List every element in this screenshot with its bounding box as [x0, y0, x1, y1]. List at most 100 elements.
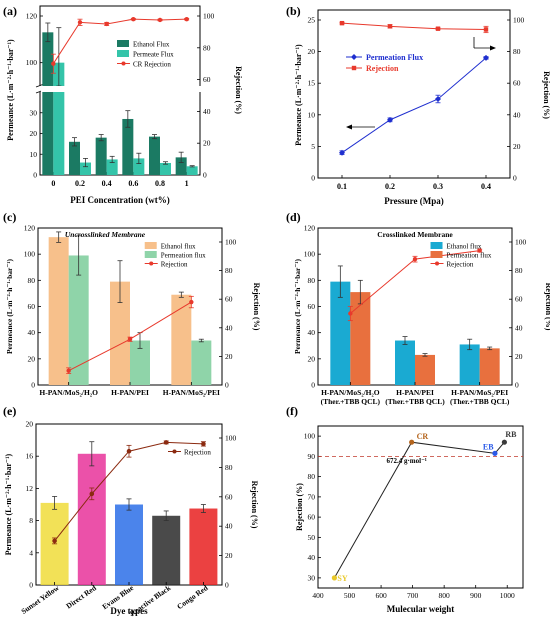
bar-permeation-flux: [191, 340, 212, 385]
legend-permeation-flux-marker: [351, 54, 357, 60]
legend-cr-rejection-label: CR Rejection: [133, 61, 171, 69]
y2-tick-label: 0: [203, 171, 207, 180]
x-axis-title: PEI Concentration (wt%): [70, 195, 170, 205]
rejection-point: [189, 299, 194, 305]
bar-ethanol-flux: [42, 32, 54, 176]
rejection-line: [52, 18, 187, 64]
x-axis-title: Mulecular weight: [387, 604, 455, 614]
point-rb: [501, 439, 507, 445]
legend-permeate-flux-label: Permeate Flux: [133, 51, 174, 59]
x-tick-label: Sunset Yellow: [19, 583, 61, 616]
x-tick-label: (Ther.+TBB QCL): [385, 397, 445, 406]
permeation-flux-line: [341, 57, 487, 154]
y-tick-label: 80: [308, 276, 316, 285]
y-tick-label: 100: [24, 250, 36, 259]
plot-frame: [317, 9, 511, 179]
x-tick-label: (Ther.+TBB QCL): [321, 397, 381, 406]
rejection-point: [104, 21, 109, 27]
x-tick-label: H-PAN/PEI: [111, 388, 149, 397]
legend-rejection-marker: [149, 261, 154, 266]
rejection-point: [163, 440, 169, 445]
y2-axis-title: Rejection (%): [252, 283, 261, 331]
y2-tick-label: 40: [203, 107, 211, 116]
panel-label: (a): [3, 4, 17, 18]
bar-ethanol-flux: [110, 281, 130, 385]
bar-ethanol-flux: [95, 137, 107, 175]
legend-rejection-label: Rejection: [447, 261, 474, 269]
bar-ethanol-flux: [330, 281, 351, 385]
point-sy: [331, 575, 337, 581]
y2-tick-label: 0: [225, 581, 229, 590]
x-tick-label: 0.4: [102, 179, 112, 188]
bar-permeation-flux: [68, 255, 89, 385]
legend-permeation-flux-label: Permeation flux: [447, 252, 492, 260]
x-tick-label: 800: [439, 591, 451, 600]
y-tick-label: 70: [308, 492, 316, 501]
y-tick-label: 30: [308, 573, 316, 582]
rejection-point: [483, 27, 489, 32]
y2-tick-label: 100: [225, 434, 237, 443]
y2-tick-label: 0: [515, 381, 519, 390]
bar-permeate-flux: [80, 162, 91, 175]
bar-permeate-flux: [160, 162, 171, 175]
y2-tick-label: 20: [225, 551, 233, 560]
bar-permeate-flux: [186, 166, 198, 175]
y2-tick-label: 60: [225, 295, 233, 304]
legend-permeation-flux-label: Permeation flux: [161, 252, 206, 260]
bar-ethanol-flux: [122, 118, 134, 175]
point-label-sy: SY: [337, 574, 347, 583]
bar-ethanol-flux: [175, 157, 187, 175]
y2-tick-label: 20: [225, 352, 233, 361]
chart-e: (e) 0 4 8 12 16 20 0 20 40 60 80 100 Sunset Yellow Dir…: [3, 404, 259, 618]
y2-tick-label: 0: [513, 174, 517, 183]
y-tick-label: 8: [29, 516, 33, 525]
y-tick-label: 120: [26, 12, 38, 21]
y-tick-label: 15: [308, 79, 316, 88]
panel-label: (e): [3, 404, 16, 418]
y2-tick-label: 20: [203, 139, 211, 148]
bar-ethanol-flux: [69, 141, 80, 175]
x-tick-label: Direct Red: [64, 583, 98, 611]
rejection-point: [127, 337, 133, 342]
rejection-point: [52, 538, 57, 544]
y2-tick-label: 40: [515, 323, 523, 332]
y2-tick-label: 100: [203, 12, 215, 21]
y2-tick-label: 20: [513, 142, 521, 151]
y-tick-label: 25: [308, 16, 316, 25]
y-tick-label: 40: [28, 328, 36, 337]
y-axis-title: Rejection (%): [295, 483, 304, 531]
y2-tick-label: 100: [225, 238, 237, 247]
rejection-point: [77, 20, 83, 25]
y-axis-title: Permeance (L·m⁻²·h⁻¹·bar⁻¹): [294, 44, 303, 146]
rejection-point: [339, 20, 345, 26]
rejection-point: [412, 256, 418, 262]
y-tick-label: 0: [311, 174, 315, 183]
y-tick-label: 0: [311, 381, 315, 390]
bar-permeate-flux: [106, 159, 118, 175]
panel-title: Uncrosslinked Membrane: [65, 230, 146, 239]
point-label-rb: RB: [505, 430, 517, 439]
legend-rejection-marker: [172, 449, 177, 454]
y-tick-label: 20: [308, 47, 316, 56]
x-tick-label: 1000: [500, 591, 515, 600]
bar-permeation-flux: [130, 340, 150, 385]
y-tick-label: 40: [308, 553, 316, 562]
y2-tick-label: 80: [515, 266, 523, 275]
y-tick-label: 10: [308, 110, 316, 119]
y-tick-label: 100: [304, 250, 316, 259]
rejection-point: [66, 368, 71, 373]
point-label-eb: EB: [483, 442, 494, 451]
bar-permeance: [115, 504, 143, 585]
bar-permeation-flux: [350, 292, 371, 385]
permeation-flux-point: [483, 54, 489, 61]
legend-ethanol-flux-label: Ethanol Flux: [133, 41, 170, 49]
y2-axis-title: Rejection (%): [544, 283, 550, 331]
rejection-point: [348, 311, 353, 316]
x-tick-label: 0.2: [385, 182, 395, 191]
y-tick-label: 120: [24, 224, 36, 233]
rejection-point: [201, 441, 206, 447]
y2-tick-label: 40: [513, 110, 521, 119]
x-tick-label: 900: [470, 591, 482, 600]
permeation-flux-point: [387, 116, 393, 123]
